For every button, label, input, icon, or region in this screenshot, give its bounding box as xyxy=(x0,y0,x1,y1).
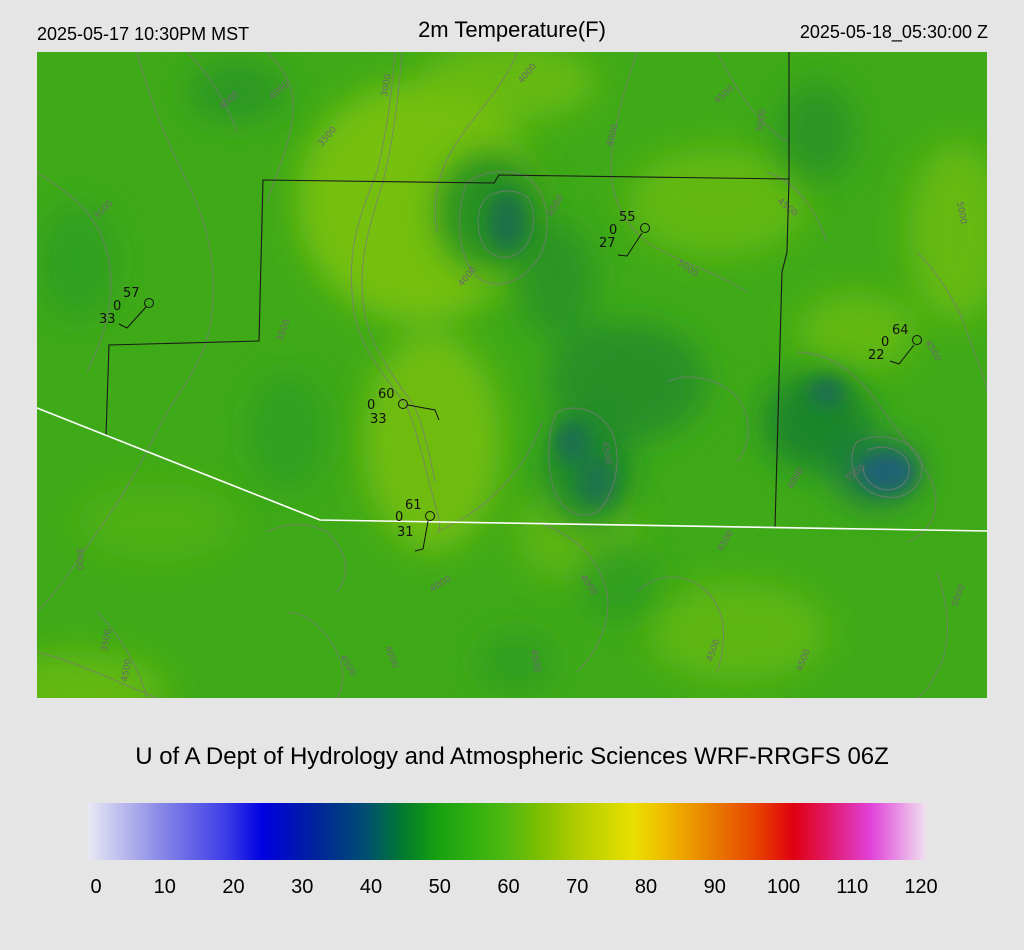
station-dewpoint: 33 xyxy=(370,412,387,427)
contour-label: 3000 xyxy=(380,73,394,98)
map-title: 2m Temperature(F) xyxy=(418,17,606,42)
county-boundaries xyxy=(105,52,790,528)
colorbar-tick-label: 90 xyxy=(703,876,726,898)
contour-label: 4500 xyxy=(120,658,134,683)
station-circle-marker xyxy=(640,223,650,233)
contour-label: 4500 xyxy=(599,441,613,466)
wind-barb-marker xyxy=(407,404,440,421)
colorbar-tick-label: 50 xyxy=(428,876,451,898)
cold-spots xyxy=(487,192,915,507)
contour-label: 3500 xyxy=(100,628,114,653)
state-boundary-line xyxy=(37,407,987,532)
station-wind: 0 xyxy=(395,510,403,525)
station-plot: 60 0 33 xyxy=(367,387,440,427)
credit-line: U of A Dept of Hydrology and Atmospheric… xyxy=(135,743,889,770)
station-circle-marker xyxy=(398,399,408,409)
wind-barb-marker xyxy=(118,306,147,329)
temperature-map: 4000 4000 3000 3500 4000 4500 3500 4000 … xyxy=(37,52,987,698)
colorbar-tick-label: 120 xyxy=(904,876,938,898)
terrain-contours xyxy=(37,52,987,698)
station-circle-marker xyxy=(425,511,435,521)
wind-barb-marker xyxy=(414,520,429,552)
colorbar-tick-label: 100 xyxy=(766,876,801,898)
colorbar-tick-label: 30 xyxy=(291,876,314,898)
station-wind: 0 xyxy=(113,299,121,314)
temperature-map-svg: 4000 4000 3000 3500 4000 4500 3500 4000 … xyxy=(37,52,987,698)
station-plot: 57 0 33 xyxy=(99,286,154,329)
contour-label: 5000 xyxy=(755,108,769,133)
station-wind: 0 xyxy=(881,335,889,350)
utc-time-label: 2025-05-18_05:30:00 Z xyxy=(799,22,988,42)
colorbar-tick-label: 110 xyxy=(836,876,869,898)
contour-label: 3000 xyxy=(74,547,84,570)
station-plot-group: 57 0 33 55 0 27 64 0 22 xyxy=(99,210,922,552)
colorbar-tick-label: 20 xyxy=(222,876,245,898)
station-temp: 61 xyxy=(405,498,422,513)
station-dewpoint: 31 xyxy=(397,525,414,540)
station-temp: 57 xyxy=(123,286,140,301)
station-plot: 64 0 22 xyxy=(868,323,922,365)
wind-barb-marker xyxy=(889,344,915,365)
station-temp: 55 xyxy=(619,210,636,225)
colorbar-tick-label: 60 xyxy=(497,876,520,898)
wind-barb-marker xyxy=(617,232,643,257)
station-wind: 0 xyxy=(367,398,375,413)
colorbar-tick-label: 70 xyxy=(566,876,589,898)
station-plot: 61 0 31 xyxy=(395,498,435,552)
station-dewpoint: 33 xyxy=(99,312,116,327)
station-dewpoint: 27 xyxy=(599,236,616,251)
station-plot: 55 0 27 xyxy=(599,210,650,257)
contour-label: 4500 xyxy=(528,649,542,674)
station-circle-marker xyxy=(912,335,922,345)
colorbar-tick-label: 80 xyxy=(634,876,658,898)
station-wind: 0 xyxy=(609,223,617,238)
station-temp: 60 xyxy=(378,387,395,402)
colorbar-tick-label: 10 xyxy=(153,876,176,898)
station-temp: 64 xyxy=(892,323,909,338)
colorbar-tick-label: 0 xyxy=(90,876,102,898)
local-time-label: 2025-05-17 10:30PM MST xyxy=(37,24,250,44)
station-dewpoint: 22 xyxy=(868,348,885,363)
station-circle-marker xyxy=(144,298,154,308)
colorbar-tick-label: 40 xyxy=(359,876,383,898)
temperature-colorbar xyxy=(88,803,926,860)
contour-label: 5000 xyxy=(954,201,968,226)
